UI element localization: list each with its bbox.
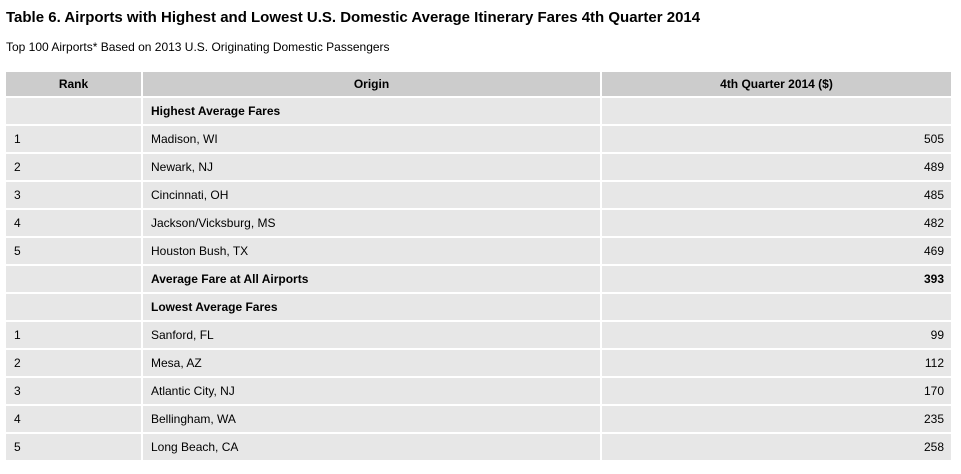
column-header-quarter-value: 4th Quarter 2014 ($) [602, 72, 951, 96]
column-header-origin: Origin [143, 72, 600, 96]
table-row: 5 Long Beach, CA 258 [6, 434, 951, 460]
rank-cell [6, 294, 141, 320]
fares-table: Rank Origin 4th Quarter 2014 ($) Highest… [4, 70, 953, 462]
rank-cell: 4 [6, 406, 141, 432]
column-header-rank: Rank [6, 72, 141, 96]
origin-cell: Jackson/Vicksburg, MS [143, 210, 600, 236]
value-cell: 393 [602, 266, 951, 292]
rank-cell: 2 [6, 154, 141, 180]
rank-cell: 1 [6, 126, 141, 152]
origin-cell: Madison, WI [143, 126, 600, 152]
origin-cell: Houston Bush, TX [143, 238, 600, 264]
table-row: 3 Atlantic City, NJ 170 [6, 378, 951, 404]
value-cell: 170 [602, 378, 951, 404]
page-title: Table 6. Airports with Highest and Lowes… [6, 9, 701, 26]
table-row: 2 Mesa, AZ 112 [6, 350, 951, 376]
table-row: Average Fare at All Airports 393 [6, 266, 951, 292]
value-cell: 489 [602, 154, 951, 180]
rank-cell: 3 [6, 378, 141, 404]
rank-cell: 3 [6, 182, 141, 208]
origin-cell: Sanford, FL [143, 322, 600, 348]
origin-cell: Average Fare at All Airports [143, 266, 600, 292]
table-row: 4 Jackson/Vicksburg, MS 482 [6, 210, 951, 236]
table-row: 1 Madison, WI 505 [6, 126, 951, 152]
value-cell: 258 [602, 434, 951, 460]
origin-cell: Bellingham, WA [143, 406, 600, 432]
table-row: 3 Cincinnati, OH 485 [6, 182, 951, 208]
origin-cell: Long Beach, CA [143, 434, 600, 460]
value-cell: 485 [602, 182, 951, 208]
table-row: 2 Newark, NJ 489 [6, 154, 951, 180]
value-cell: 112 [602, 350, 951, 376]
origin-cell: Atlantic City, NJ [143, 378, 600, 404]
page-subtitle: Top 100 Airports* Based on 2013 U.S. Ori… [6, 40, 390, 54]
value-cell: 482 [602, 210, 951, 236]
value-cell: 99 [602, 322, 951, 348]
value-cell: 235 [602, 406, 951, 432]
table-row: 5 Houston Bush, TX 469 [6, 238, 951, 264]
rank-cell: 1 [6, 322, 141, 348]
table-body: Highest Average Fares 1 Madison, WI 505 2 New… [6, 98, 951, 460]
origin-cell: Mesa, AZ [143, 350, 600, 376]
value-cell: 505 [602, 126, 951, 152]
rank-cell: 4 [6, 210, 141, 236]
value-cell [602, 294, 951, 320]
rank-cell [6, 98, 141, 124]
origin-cell: Highest Average Fares [143, 98, 600, 124]
table-row: Highest Average Fares [6, 98, 951, 124]
rank-cell: 2 [6, 350, 141, 376]
value-cell: 469 [602, 238, 951, 264]
rank-cell: 5 [6, 238, 141, 264]
rank-cell: 5 [6, 434, 141, 460]
origin-cell: Newark, NJ [143, 154, 600, 180]
origin-cell: Lowest Average Fares [143, 294, 600, 320]
table-row: 1 Sanford, FL 99 [6, 322, 951, 348]
value-cell [602, 98, 951, 124]
origin-cell: Cincinnati, OH [143, 182, 600, 208]
table-row: Lowest Average Fares [6, 294, 951, 320]
header-row: Rank Origin 4th Quarter 2014 ($) [6, 72, 951, 96]
rank-cell [6, 266, 141, 292]
table-row: 4 Bellingham, WA 235 [6, 406, 951, 432]
